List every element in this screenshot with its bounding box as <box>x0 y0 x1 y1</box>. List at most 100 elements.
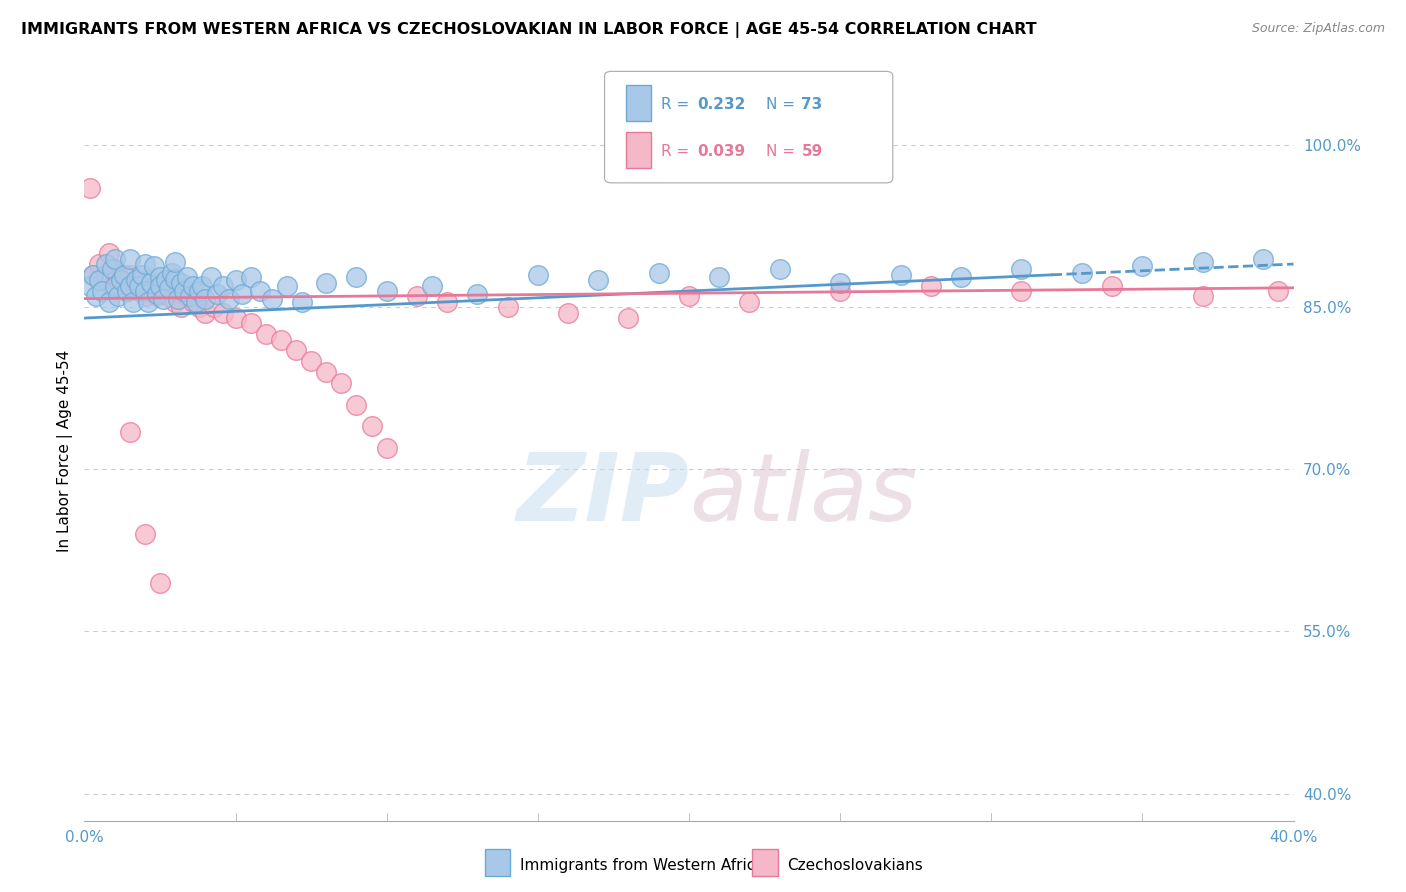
Point <box>769 262 792 277</box>
Point <box>406 289 429 303</box>
Point <box>112 278 135 293</box>
Point <box>270 333 292 347</box>
Point <box>176 289 198 303</box>
Point <box>118 278 141 293</box>
Point <box>107 268 129 282</box>
Point <box>107 289 129 303</box>
Point <box>1192 289 1215 303</box>
Point <box>157 281 180 295</box>
Point <box>86 289 108 303</box>
Point <box>91 284 114 298</box>
Point <box>170 300 193 314</box>
Point <box>146 287 169 301</box>
Point <box>115 284 138 298</box>
Point <box>131 268 153 282</box>
Point <box>139 277 162 291</box>
Point <box>830 277 852 291</box>
Point <box>1130 259 1153 273</box>
Text: R =: R = <box>661 145 695 160</box>
Point <box>142 278 165 293</box>
Point <box>1101 278 1123 293</box>
Point <box>346 270 368 285</box>
Point <box>276 278 298 293</box>
Point <box>82 268 104 282</box>
Point <box>1192 255 1215 269</box>
Point <box>212 306 235 320</box>
Point <box>194 306 217 320</box>
Point <box>191 278 214 293</box>
Point <box>104 252 127 266</box>
Point <box>678 289 700 303</box>
Point <box>254 327 277 342</box>
Point <box>97 294 120 309</box>
Point <box>231 287 253 301</box>
Text: 0.039: 0.039 <box>697 145 745 160</box>
Point <box>79 278 101 293</box>
Point <box>152 278 174 293</box>
Point <box>212 278 235 293</box>
Point <box>152 292 174 306</box>
Point <box>200 270 222 285</box>
Point <box>121 294 143 309</box>
Point <box>149 278 172 293</box>
Point <box>176 270 198 285</box>
Point <box>527 268 550 282</box>
Point <box>134 527 156 541</box>
Point <box>125 273 148 287</box>
Point <box>149 284 172 298</box>
Point <box>118 268 141 282</box>
Point <box>330 376 353 390</box>
Point <box>260 292 283 306</box>
Point <box>128 278 150 293</box>
Point <box>149 270 172 285</box>
Point <box>110 273 132 287</box>
Point <box>467 287 489 301</box>
Point <box>738 294 761 309</box>
Point <box>194 292 217 306</box>
Point <box>346 398 368 412</box>
Point <box>149 575 172 590</box>
Point <box>1071 266 1094 280</box>
Point <box>648 266 671 280</box>
Point <box>1253 252 1275 266</box>
Point <box>165 255 187 269</box>
Point <box>315 365 337 379</box>
Point <box>1011 262 1033 277</box>
Y-axis label: In Labor Force | Age 45-54: In Labor Force | Age 45-54 <box>58 350 73 551</box>
Text: 59: 59 <box>801 145 823 160</box>
Point <box>285 343 308 358</box>
Point <box>118 252 141 266</box>
Point <box>79 181 101 195</box>
Point <box>360 419 382 434</box>
Point <box>239 317 262 331</box>
Point <box>375 284 398 298</box>
Point <box>160 266 183 280</box>
Point <box>110 273 132 287</box>
Point <box>136 273 159 287</box>
Point <box>950 270 973 285</box>
Point <box>134 257 156 271</box>
Point <box>128 284 150 298</box>
Point <box>239 270 262 285</box>
Point <box>112 268 135 282</box>
Text: IMMIGRANTS FROM WESTERN AFRICA VS CZECHOSLOVAKIAN IN LABOR FORCE | AGE 45-54 COR: IMMIGRANTS FROM WESTERN AFRICA VS CZECHO… <box>21 22 1036 38</box>
Point <box>118 425 141 439</box>
Point <box>225 311 247 326</box>
Point <box>170 277 193 291</box>
Text: ZIP: ZIP <box>516 449 689 541</box>
Point <box>134 289 156 303</box>
Point <box>375 441 398 455</box>
Text: N =: N = <box>766 145 800 160</box>
Point <box>496 300 519 314</box>
Point <box>173 284 195 298</box>
Text: Czechoslovakians: Czechoslovakians <box>787 858 924 872</box>
Point <box>165 272 187 286</box>
Point <box>920 278 942 293</box>
Point <box>181 294 204 309</box>
Point <box>104 262 127 277</box>
Point <box>142 259 165 273</box>
Point <box>1267 284 1289 298</box>
Point <box>167 292 190 306</box>
Point <box>136 294 159 309</box>
Text: 73: 73 <box>801 97 823 112</box>
